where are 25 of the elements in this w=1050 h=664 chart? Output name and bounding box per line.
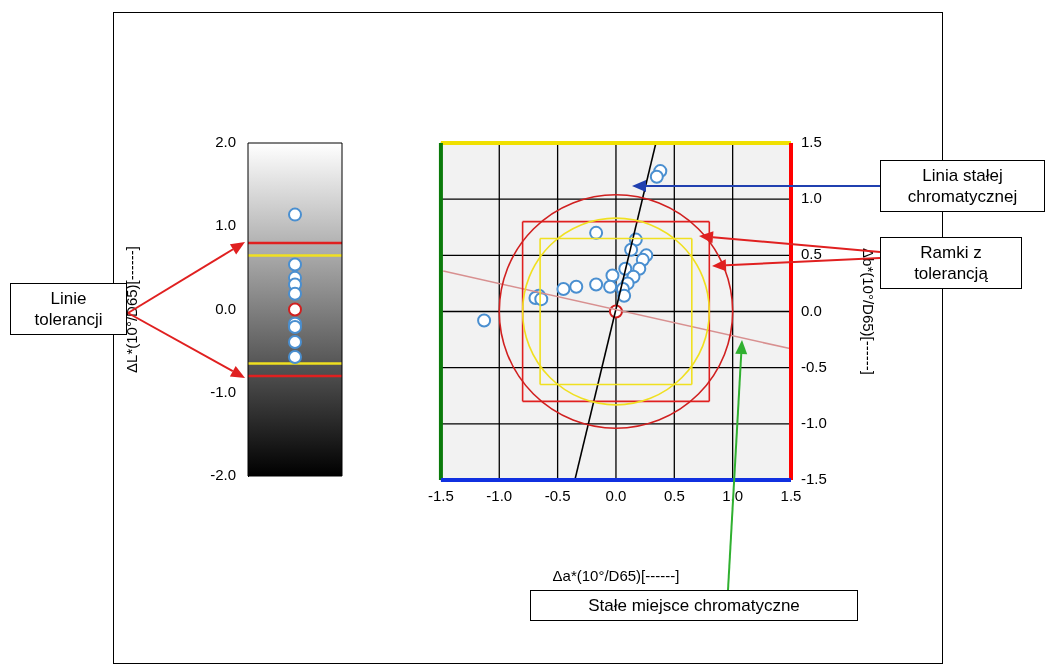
y-tick-label: -1.0 (210, 382, 236, 400)
x-tick-label: -1.0 (486, 487, 513, 505)
x-tick-label: -0.5 (544, 487, 571, 505)
y2-tick-label: 0.0 (801, 301, 822, 319)
y-tick-label: 0.0 (215, 299, 236, 317)
y2-tick-label: -1.5 (801, 470, 827, 488)
y2-tick-label: -0.5 (801, 357, 827, 375)
x-tick-label: 0.0 (605, 487, 627, 505)
x-axis-title: Δa*(10°/D65)[------] (552, 567, 680, 585)
text: Stałe miejsce chromatyczne (530, 590, 858, 621)
text: Linie tolerancji (34, 289, 103, 329)
x-tick-label: 0.5 (663, 487, 685, 505)
y2-tick-label: -1.0 (801, 413, 827, 431)
y2-tick-label: 0.5 (801, 245, 822, 263)
y2-tick-label: 1.5 (801, 133, 822, 151)
text: Ramki z tolerancją (880, 237, 1022, 289)
x-tick-label: -1.5 (427, 487, 454, 505)
y-tick-label: -2.0 (210, 466, 236, 484)
y2-axis-title: Δb*(10°/D65)[------] (859, 248, 877, 375)
y-tick-label: 1.0 (215, 216, 236, 234)
y-axis-title: ΔL*(10°/D65)[------] (123, 246, 141, 373)
y2-tick-label: 1.0 (801, 189, 822, 207)
text: Linia stałej chromatycznej (880, 160, 1045, 212)
x-tick-label: 1.5 (780, 487, 802, 505)
y-tick-label: 2.0 (215, 133, 236, 151)
